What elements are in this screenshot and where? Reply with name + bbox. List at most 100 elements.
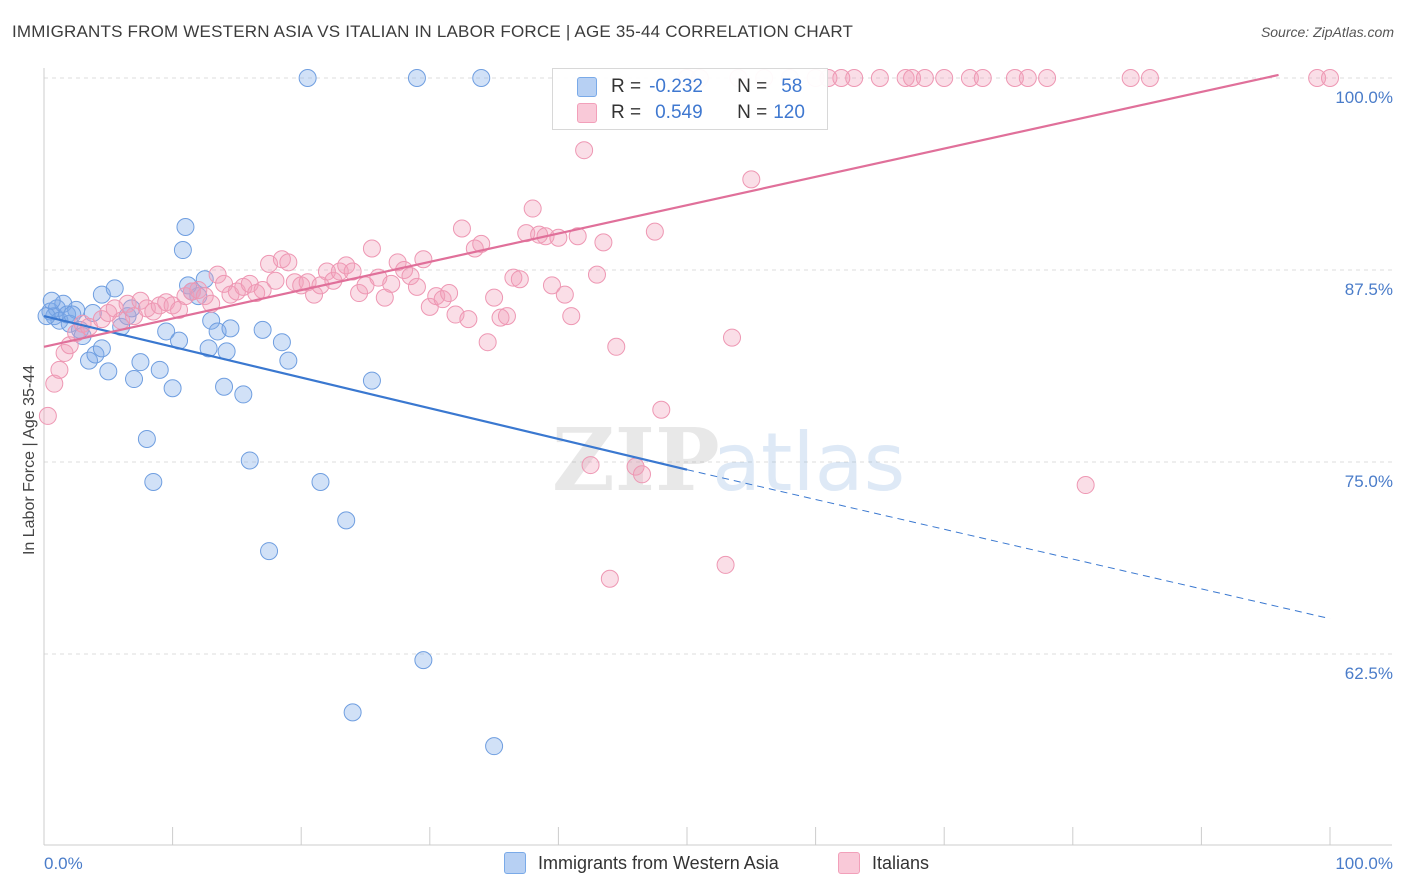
- point-italians-26: [208, 265, 227, 284]
- point-western-asia-53: [42, 291, 61, 310]
- point-western-asia-40: [260, 542, 279, 561]
- point-italians-86: [594, 233, 613, 252]
- point-western-asia-47: [362, 371, 381, 390]
- source-label: Source: ZipAtlas.com: [1260, 24, 1394, 40]
- point-western-asia-46: [343, 703, 362, 722]
- point-italians-103: [870, 69, 889, 87]
- legend-n-label: N =: [737, 76, 768, 97]
- legend-n-label: N =: [737, 102, 768, 123]
- point-western-asia-44: [311, 472, 330, 491]
- point-italians-54: [388, 253, 407, 272]
- legend-n-value: 58: [781, 76, 803, 97]
- point-italians-96: [723, 328, 742, 347]
- y-tick-label-2: 75.0%: [1345, 472, 1393, 491]
- legend-row-western-asia: R = -0.232 N = 58: [577, 74, 802, 100]
- point-western-asia-12: [92, 339, 111, 358]
- point-italians-0: [38, 406, 57, 425]
- point-italians-87: [600, 569, 619, 588]
- point-western-asia-18: [125, 370, 144, 389]
- tick-labels: 100.0% 87.5% 75.0% 62.5% 0.0% 100.0%: [44, 88, 1393, 873]
- point-western-asia-26: [173, 241, 192, 260]
- series-western-asia: [37, 69, 504, 756]
- point-western-asia-34: [215, 377, 234, 396]
- point-western-asia-48: [414, 651, 433, 670]
- trend-lines: [43, 73, 1331, 620]
- chart-title: IMMIGRANTS FROM WESTERN ASIA VS ITALIAN …: [12, 22, 854, 41]
- trend-line-western-asia-extension: [686, 469, 1331, 620]
- legend-row-italians: R = 0.549 N = 120: [577, 100, 805, 126]
- point-italians-65: [459, 310, 478, 329]
- point-italians-81: [562, 307, 581, 326]
- x-tick-label-1: 100.0%: [1335, 854, 1393, 873]
- point-western-asia-21: [144, 472, 163, 491]
- point-western-asia-51: [472, 69, 491, 87]
- point-italians-43: [317, 262, 336, 281]
- point-italians-57: [407, 277, 426, 296]
- point-italians-108: [960, 69, 979, 87]
- point-italians-109: [973, 69, 992, 87]
- legend-item-western-asia: Immigrants from Western Asia: [504, 852, 779, 874]
- point-italians-67: [472, 234, 491, 253]
- legend-item-italians: Italians: [838, 852, 929, 874]
- point-italians-80: [555, 285, 574, 304]
- legend-swatch-blue: [504, 852, 526, 874]
- point-western-asia-37: [234, 385, 253, 404]
- point-western-asia-36: [221, 319, 240, 338]
- point-western-asia-24: [163, 379, 182, 398]
- point-italians-53: [382, 274, 401, 293]
- point-italians-73: [510, 270, 529, 289]
- point-italians-2: [50, 360, 69, 379]
- point-italians-68: [478, 333, 497, 352]
- point-italians-90: [632, 465, 651, 484]
- legend-swatch-pink: [838, 852, 860, 874]
- y-tick-label-3: 62.5%: [1345, 664, 1393, 683]
- point-western-asia-23: [157, 322, 176, 341]
- y-tick-label-1: 87.5%: [1345, 280, 1393, 299]
- point-italians-19: [163, 296, 182, 315]
- point-western-asia-50: [485, 737, 504, 756]
- point-italians-71: [497, 307, 516, 326]
- point-italians-47: [343, 262, 362, 281]
- point-italians-78: [542, 276, 561, 295]
- point-italians-114: [1121, 69, 1140, 87]
- point-western-asia-15: [105, 279, 124, 298]
- legend-r-value: -0.232: [649, 76, 703, 97]
- point-italians-88: [607, 337, 626, 356]
- legend-r-label: R =: [611, 102, 642, 123]
- stats-legend: R = -0.232 N = 58 R = 0.549 N = 120: [552, 68, 828, 130]
- point-western-asia-49: [407, 69, 426, 87]
- legend-n-value: 120: [773, 102, 805, 123]
- legend-r-value: 0.549: [655, 102, 703, 123]
- point-western-asia-42: [279, 351, 298, 370]
- legend-label-western-asia: Immigrants from Western Asia: [538, 852, 779, 873]
- point-italians-82: [568, 227, 587, 246]
- point-italians-37: [279, 253, 298, 272]
- point-western-asia-20: [137, 429, 156, 448]
- point-italians-119: [1321, 69, 1339, 87]
- point-italians-110: [1005, 69, 1024, 87]
- x-tick-label-0: 0.0%: [44, 854, 83, 873]
- point-western-asia-31: [199, 339, 218, 358]
- watermark-atlas: atlas: [712, 416, 905, 509]
- point-western-asia-41: [272, 333, 291, 352]
- point-italians-70: [491, 308, 510, 327]
- point-western-asia-19: [131, 353, 150, 372]
- series-legend: Immigrants from Western Asia Italians: [0, 852, 1406, 878]
- watermark-zip: ZIP: [552, 410, 720, 511]
- point-italians-113: [1076, 476, 1095, 495]
- legend-swatch-pink: [577, 103, 597, 123]
- point-italians-92: [652, 400, 671, 419]
- legend-r-label: R =: [611, 76, 642, 97]
- point-italians-91: [645, 222, 664, 241]
- point-italians-95: [716, 555, 735, 574]
- point-italians-107: [935, 69, 954, 87]
- point-italians-75: [523, 199, 542, 218]
- point-italians-24: [195, 287, 214, 306]
- point-italians-64: [452, 219, 471, 238]
- point-western-asia-43: [298, 69, 317, 87]
- point-italians-112: [1038, 69, 1057, 87]
- point-italians-14: [131, 291, 150, 310]
- watermark: ZIP atlas: [552, 410, 905, 511]
- point-western-asia-45: [337, 511, 356, 530]
